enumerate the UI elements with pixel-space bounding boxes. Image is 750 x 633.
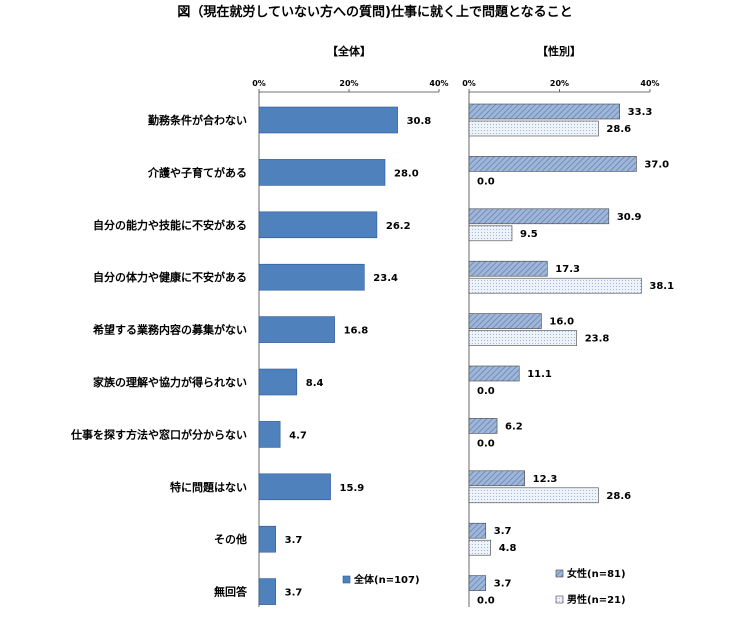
value-label-female: 33.3 bbox=[628, 107, 653, 118]
value-label-male: 0.0 bbox=[477, 438, 495, 449]
category-label: 仕事を探す方法や窓口が分からない bbox=[70, 427, 247, 441]
bar-female bbox=[468, 260, 548, 277]
legend-label-male: 男性(n=21) bbox=[567, 593, 626, 606]
bar-overall bbox=[258, 368, 298, 396]
legend-gender: 女性(n=81) 男性(n=21) bbox=[555, 567, 626, 606]
value-label-male: 28.6 bbox=[606, 491, 631, 502]
bar-overall bbox=[258, 316, 335, 343]
value-label-male: 4.8 bbox=[499, 543, 517, 554]
value-label-female: 11.1 bbox=[527, 369, 552, 380]
bar-female bbox=[468, 365, 520, 382]
bar-overall bbox=[258, 525, 276, 553]
bar-male bbox=[468, 277, 642, 294]
category-label: 介護や子育てがある bbox=[147, 165, 247, 179]
bar-overall bbox=[258, 106, 398, 134]
legend-swatch-overall bbox=[342, 575, 351, 584]
value-label-overall: 28.0 bbox=[394, 168, 419, 179]
category-label: 無回答 bbox=[214, 585, 248, 599]
panel-overall: 0% 20% 40% 30.8 28.0 26.2 23.4 16.8 8.4 4.7 15.9 3.… bbox=[252, 79, 449, 607]
value-label-male: 9.5 bbox=[520, 229, 538, 240]
bar-overall bbox=[258, 211, 378, 239]
value-label-female: 17.3 bbox=[555, 264, 580, 275]
bar-overall bbox=[258, 421, 281, 448]
legend-label-overall: 全体(n=107) bbox=[353, 573, 420, 586]
bar-overall bbox=[258, 159, 386, 186]
bar-female bbox=[468, 575, 487, 591]
value-label-male: 0.0 bbox=[477, 596, 495, 607]
bar-male bbox=[468, 539, 492, 556]
value-label-overall: 15.9 bbox=[340, 483, 365, 494]
bar-female bbox=[468, 208, 610, 225]
value-label-overall: 8.4 bbox=[306, 378, 324, 389]
value-label-female: 37.0 bbox=[644, 159, 669, 170]
value-label-overall: 16.8 bbox=[344, 326, 369, 337]
value-label-male: 28.6 bbox=[606, 124, 631, 135]
value-label-female: 30.9 bbox=[617, 212, 642, 223]
bar-male bbox=[468, 120, 599, 137]
bar-overall bbox=[258, 263, 365, 291]
category-labels: 勤務条件が合わない介護や子育てがある自分の能力や技能に不安がある自分の体力や健康… bbox=[70, 113, 248, 599]
legend-label-female: 女性(n=81) bbox=[567, 567, 626, 580]
legend-swatch-female bbox=[555, 569, 564, 578]
legend-overall: 全体(n=107) bbox=[342, 573, 420, 586]
bar-female bbox=[468, 103, 620, 120]
bar-female bbox=[468, 156, 637, 172]
panel-title-overall: 【全体】 bbox=[327, 44, 371, 58]
value-label-male: 23.8 bbox=[585, 334, 610, 345]
bar-female bbox=[468, 313, 542, 329]
value-label-male: 0.0 bbox=[477, 176, 495, 187]
value-label-overall: 26.2 bbox=[386, 221, 411, 232]
category-label: その他 bbox=[214, 532, 247, 546]
category-label: 家族の理解や協力が得られない bbox=[93, 375, 247, 389]
bar-male bbox=[468, 330, 577, 346]
bar-female bbox=[468, 470, 525, 487]
tick-label: 0% bbox=[252, 79, 266, 88]
tick-label: 40% bbox=[640, 79, 659, 88]
value-label-female: 3.7 bbox=[494, 579, 512, 590]
category-label: 自分の体力や健康に不安がある bbox=[93, 270, 247, 284]
tick-label: 0% bbox=[462, 79, 476, 88]
value-label-female: 3.7 bbox=[494, 526, 512, 537]
bar-female bbox=[468, 418, 498, 434]
value-label-overall: 3.7 bbox=[285, 535, 303, 546]
value-label-overall: 30.8 bbox=[407, 116, 432, 127]
value-label-overall: 23.4 bbox=[373, 273, 398, 284]
tick-label: 20% bbox=[339, 79, 358, 88]
panel-title-gender: 【性別】 bbox=[537, 44, 581, 58]
category-label: 希望する業務内容の募集がない bbox=[92, 323, 247, 337]
bar-female bbox=[468, 522, 487, 539]
value-label-overall: 4.7 bbox=[289, 430, 307, 441]
value-label-female: 12.3 bbox=[533, 474, 558, 485]
value-label-female: 6.2 bbox=[505, 421, 523, 432]
bar-male bbox=[468, 225, 513, 242]
value-label-overall: 3.7 bbox=[285, 588, 303, 599]
tick-label: 40% bbox=[429, 79, 448, 88]
category-label: 勤務条件が合わない bbox=[148, 113, 247, 127]
bar-male bbox=[468, 487, 599, 504]
panel-gender: 0% 20% 40% 33.3 28.6 37.0 0.0 30.9 9.5 17.3 38.1 16… bbox=[462, 79, 674, 607]
chart-title: 図（現在就労していない方への質問)仕事に就く上で問題となること bbox=[177, 4, 572, 20]
tick-label: 20% bbox=[550, 79, 569, 88]
bar-overall bbox=[258, 473, 331, 501]
category-label: 特に問題はない bbox=[170, 480, 247, 494]
legend-swatch-male bbox=[555, 595, 564, 604]
category-label: 自分の能力や技能に不安がある bbox=[93, 218, 247, 232]
value-label-male: 38.1 bbox=[649, 281, 674, 292]
value-label-male: 0.0 bbox=[477, 386, 495, 397]
bar-overall bbox=[258, 578, 276, 605]
value-label-female: 16.0 bbox=[549, 317, 574, 328]
